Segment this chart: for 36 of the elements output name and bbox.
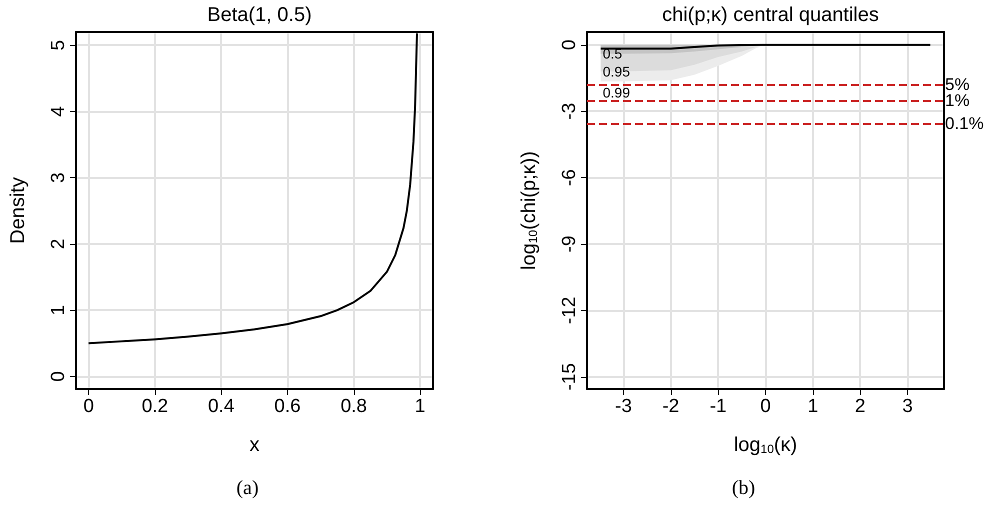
text: (b) — [732, 477, 756, 499]
chart-title: Beta(1, 0.5) — [207, 4, 312, 26]
y-tick-label: 3 — [48, 172, 69, 184]
y-axis-title: log10(chi(p;κ)) — [518, 151, 540, 270]
y-tick-label: 0 — [559, 40, 580, 50]
y-tick-label: 2 — [48, 238, 69, 250]
text: (a) — [236, 477, 259, 499]
x-tick-label: 1 — [414, 396, 426, 417]
series-label: 0.95 — [602, 63, 630, 80]
y-tick-label: 4 — [48, 106, 69, 117]
x-tick-label: 1 — [808, 396, 818, 417]
x-axis-title: x — [250, 434, 260, 456]
y-axis-title: Density — [7, 177, 29, 244]
text: 0.1% — [945, 114, 984, 134]
x-tick-label: 0 — [760, 396, 771, 417]
chart-title: chi(p;κ) central quantiles — [662, 4, 879, 26]
x-tick-label: 0 — [83, 396, 94, 417]
y-tick-label: -9 — [559, 236, 580, 252]
x-axis-title: log10(κ) — [734, 434, 798, 456]
y-tick-label: -3 — [559, 102, 580, 120]
x-tick-label: 3 — [902, 396, 913, 417]
y-tick-label: 5 — [48, 40, 69, 51]
x-tick-label: 0.8 — [340, 396, 367, 417]
y-tick-label: -12 — [559, 296, 580, 324]
x-tick-label: 2 — [854, 396, 866, 417]
y-tick-label: 1 — [48, 304, 69, 316]
series-label: 0.99 — [602, 84, 630, 101]
x-tick-label: -3 — [615, 396, 632, 417]
y-tick-label: -15 — [559, 363, 580, 391]
y-tick-label: 0 — [48, 371, 69, 382]
y-tick-label: -6 — [559, 169, 580, 186]
x-tick-label: 0.4 — [208, 396, 235, 417]
x-tick-label: -1 — [710, 396, 727, 417]
x-tick-label: -2 — [662, 396, 680, 417]
x-tick-label: 0.6 — [274, 396, 301, 417]
x-tick-label: 0.2 — [142, 396, 168, 417]
